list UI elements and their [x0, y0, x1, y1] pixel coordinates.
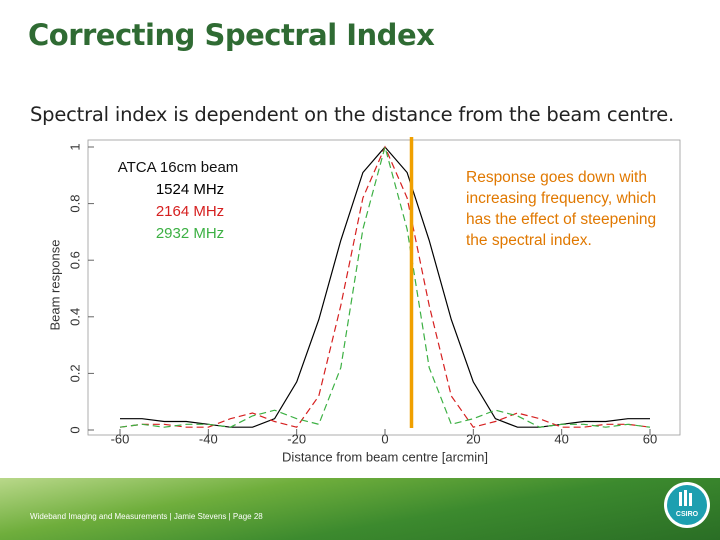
- y-tick-label: 0.6: [67, 251, 82, 269]
- logo-bar: [684, 490, 687, 506]
- x-tick-label: 40: [554, 431, 568, 446]
- x-tick-label: -60: [111, 431, 130, 446]
- series-line: [119, 144, 651, 428]
- annotation: Response goes down with increasing frequ…: [466, 169, 657, 249]
- x-tick-label: 20: [466, 431, 480, 446]
- x-tick-label: 0: [381, 431, 388, 446]
- logo-bar: [689, 493, 692, 506]
- logo: CSIRO: [664, 482, 710, 528]
- y-tick-label: 0.4: [67, 308, 82, 326]
- legend-entry: 2932 MHz: [156, 225, 224, 242]
- footer-band: [0, 478, 720, 540]
- y-tick-label: 0.2: [67, 364, 82, 382]
- footer-text: Wideband Imaging and Measurements | Jami…: [30, 512, 263, 521]
- slide-subtitle: Spectral index is dependent on the dista…: [30, 103, 675, 126]
- series-line: [119, 145, 651, 428]
- slide-title: Correcting Spectral Index: [28, 18, 435, 52]
- legend-entry: 1524 MHz: [156, 181, 224, 198]
- logo-text: CSIRO: [676, 511, 699, 518]
- x-tick-label: 60: [643, 431, 657, 446]
- x-tick-label: -40: [199, 431, 218, 446]
- plot-frame: [87, 139, 681, 436]
- x-axis-label: Distance from beam centre [arcmin]: [282, 449, 488, 464]
- y-tick-label: 0.8: [67, 195, 82, 213]
- y-tick-label: 0: [67, 426, 82, 433]
- y-tick-label: 1: [67, 143, 82, 150]
- x-tick-label: -20: [287, 431, 306, 446]
- y-axis-label: Beam response: [47, 239, 62, 330]
- legend-entry: 2164 MHz: [156, 203, 224, 220]
- logo-bar: [679, 492, 682, 506]
- legend-title: ATCA 16cm beam: [118, 159, 239, 176]
